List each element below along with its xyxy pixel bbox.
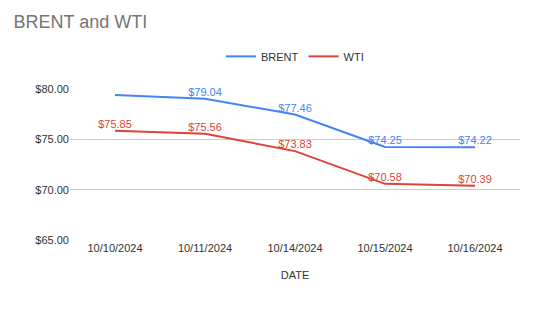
svg-text:$79.04: $79.04 bbox=[188, 86, 222, 98]
svg-text:10/16/2024: 10/16/2024 bbox=[447, 242, 502, 254]
svg-text:WTI: WTI bbox=[344, 51, 364, 63]
svg-text:$65.00: $65.00 bbox=[35, 234, 69, 246]
svg-text:$75.56: $75.56 bbox=[188, 121, 222, 133]
svg-text:10/11/2024: 10/11/2024 bbox=[178, 242, 232, 254]
svg-text:$80.00: $80.00 bbox=[35, 83, 69, 95]
svg-text:10/14/2024: 10/14/2024 bbox=[267, 242, 322, 254]
svg-text:$74.25: $74.25 bbox=[368, 134, 402, 146]
svg-text:BRENT: BRENT bbox=[261, 51, 299, 63]
svg-text:BRENT and WTI: BRENT and WTI bbox=[14, 12, 148, 32]
svg-text:$70.00: $70.00 bbox=[35, 184, 69, 196]
svg-text:10/10/2024: 10/10/2024 bbox=[87, 242, 142, 254]
svg-text:$75.00: $75.00 bbox=[35, 133, 69, 145]
svg-text:DATE: DATE bbox=[281, 269, 310, 281]
svg-text:$70.39: $70.39 bbox=[458, 173, 492, 185]
svg-text:10/15/2024: 10/15/2024 bbox=[357, 242, 412, 254]
svg-text:$77.46: $77.46 bbox=[278, 102, 312, 114]
svg-text:$70.58: $70.58 bbox=[368, 171, 402, 183]
svg-text:$73.83: $73.83 bbox=[278, 138, 312, 150]
svg-text:$75.85: $75.85 bbox=[98, 118, 132, 130]
svg-text:$74.22: $74.22 bbox=[458, 134, 492, 146]
